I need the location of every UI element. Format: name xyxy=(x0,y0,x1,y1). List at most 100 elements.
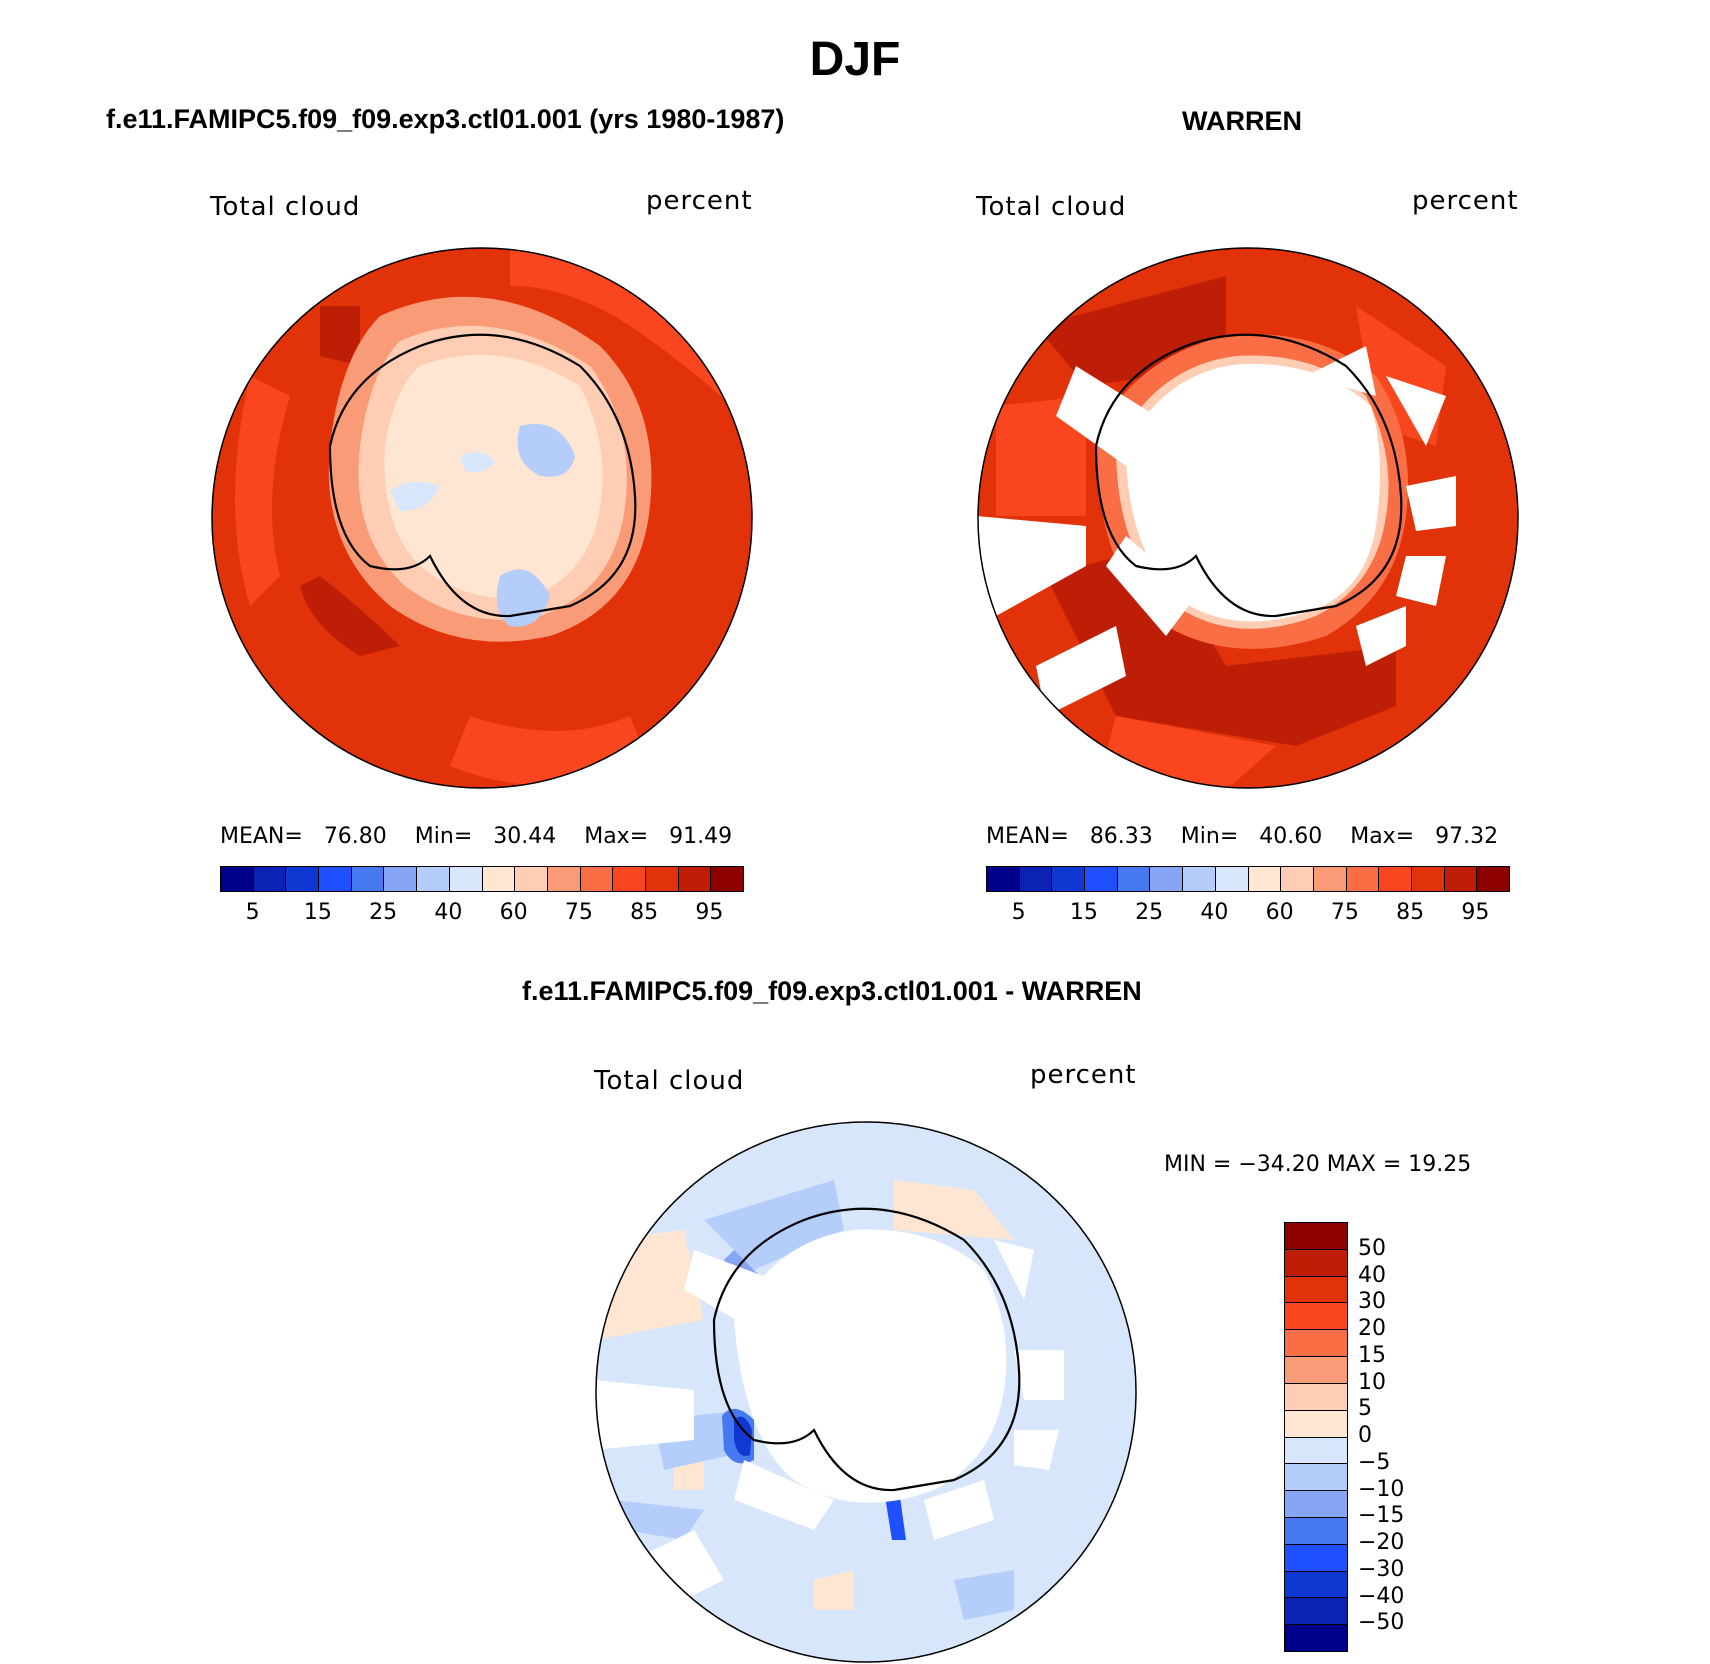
panel1-mean-value: 76.80 xyxy=(323,824,387,849)
colorbar-swatch xyxy=(1477,867,1509,891)
colorbar-swatch xyxy=(1285,1571,1347,1599)
colorbar-tick-label: −30 xyxy=(1358,1556,1405,1582)
panel2-case-title: WARREN xyxy=(1182,106,1302,136)
colorbar-tick-label: 60 xyxy=(1265,900,1294,925)
colorbar-swatch xyxy=(449,867,483,891)
colorbar-swatch xyxy=(1444,867,1478,891)
panel1-min-value: 30.44 xyxy=(493,824,557,849)
colorbar-swatch xyxy=(1117,867,1151,891)
panel2-polar-map xyxy=(977,247,1519,789)
colorbar-swatch xyxy=(1052,867,1086,891)
panel1-variable-label: Total cloud xyxy=(210,192,361,222)
colorbar-swatch xyxy=(351,867,385,891)
panel1-min-label: Min= xyxy=(414,824,473,849)
colorbar-swatch xyxy=(1183,867,1216,891)
colorbar-swatch xyxy=(319,867,352,891)
colorbar-tick-label: 50 xyxy=(1358,1235,1386,1261)
colorbar-tick-label: 30 xyxy=(1358,1289,1386,1315)
colorbar-swatch xyxy=(1285,1437,1347,1465)
panel2-mean-label: MEAN= xyxy=(986,824,1069,849)
colorbar-swatch xyxy=(1411,867,1445,891)
colorbar-tick-label: −5 xyxy=(1358,1449,1391,1475)
colorbar-tick-label: 15 xyxy=(1358,1342,1386,1368)
panel2-mean-value: 86.33 xyxy=(1089,824,1153,849)
colorbar-swatch xyxy=(1379,867,1412,891)
colorbar-swatch xyxy=(1285,1383,1347,1411)
colorbar-swatch xyxy=(1085,867,1118,891)
panel2-stats: MEAN= 86.33 Min= 40.60 Max= 97.32 xyxy=(986,824,1498,849)
figure-title: DJF xyxy=(809,33,901,86)
colorbar-swatch xyxy=(645,867,679,891)
colorbar-swatch xyxy=(1285,1544,1347,1572)
panel2-min-label: Min= xyxy=(1180,824,1239,849)
colorbar-swatch xyxy=(1215,867,1249,891)
colorbar-tick-label: 75 xyxy=(564,900,593,925)
panel3-case-title: f.e11.FAMIPC5.f09_f09.exp3.ctl01.001 - W… xyxy=(522,976,1142,1006)
colorbar-tick-label: 60 xyxy=(499,900,528,925)
panel1-colorbar-labels: 5 15 25 40 60 75 85 95 xyxy=(220,900,742,930)
colorbar-tick-label: 85 xyxy=(1396,900,1425,925)
colorbar-swatch xyxy=(1285,1410,1347,1438)
panel3-colorbar-labels: 50 40 30 20 15 10 5 0 −5 −10 −15 −20 −30 −40 −50 xyxy=(1358,1222,1438,1650)
colorbar-swatch xyxy=(1285,1303,1347,1331)
colorbar-tick-label: 15 xyxy=(1069,900,1098,925)
panel3-variable-label: Total cloud xyxy=(594,1066,745,1096)
panel1-mean-label: MEAN= xyxy=(220,824,303,849)
colorbar-swatch xyxy=(678,867,712,891)
colorbar-tick-label: −10 xyxy=(1358,1476,1405,1502)
panel3-minmax: MIN = −34.20 MAX = 19.25 xyxy=(1164,1152,1472,1177)
colorbar-tick-label: −15 xyxy=(1358,1503,1405,1529)
colorbar-swatch xyxy=(1313,867,1347,891)
panel2-min-value: 40.60 xyxy=(1259,824,1323,849)
panel1-stats: MEAN= 76.80 Min= 30.44 Max= 91.49 xyxy=(220,824,732,849)
colorbar-swatch xyxy=(1285,1357,1347,1384)
panel2-variable-label: Total cloud xyxy=(976,192,1127,222)
colorbar-swatch xyxy=(1285,1330,1347,1358)
colorbar-swatch xyxy=(613,867,646,891)
panel1-case-title: f.e11.FAMIPC5.f09_f09.exp3.ctl01.001 (yr… xyxy=(106,104,785,134)
colorbar-swatch xyxy=(1248,867,1282,891)
colorbar-swatch xyxy=(1285,1625,1347,1651)
panel3-colorbar xyxy=(1284,1222,1348,1652)
panel2-max-label: Max= xyxy=(1350,824,1415,849)
colorbar-tick-label: 20 xyxy=(1358,1316,1386,1341)
colorbar-swatch xyxy=(1285,1517,1347,1545)
colorbar-tick-label: 40 xyxy=(1358,1262,1386,1288)
panel2-colorbar-labels: 5 15 25 40 60 75 85 95 xyxy=(986,900,1508,930)
panel2-units-label: percent xyxy=(1412,186,1519,216)
panel3-polar-map xyxy=(595,1121,1137,1663)
colorbar-swatch xyxy=(1285,1491,1347,1518)
colorbar-swatch xyxy=(1285,1249,1347,1277)
panel1-max-value: 91.49 xyxy=(669,824,733,849)
colorbar-swatch xyxy=(711,867,743,891)
colorbar-swatch xyxy=(580,867,614,891)
colorbar-tick-label: 75 xyxy=(1330,900,1359,925)
colorbar-swatch xyxy=(384,867,418,891)
colorbar-swatch xyxy=(1150,867,1184,891)
colorbar-swatch xyxy=(1285,1223,1347,1250)
colorbar-swatch xyxy=(1285,1598,1347,1626)
panel1-polar-map xyxy=(211,247,753,789)
colorbar-tick-label: 85 xyxy=(630,900,659,925)
colorbar-tick-label: 5 xyxy=(1358,1396,1372,1422)
panel1-units-label: percent xyxy=(646,186,753,216)
panel2-max-value: 97.32 xyxy=(1435,824,1499,849)
colorbar-tick-label: 40 xyxy=(434,900,463,925)
colorbar-tick-label: −20 xyxy=(1358,1530,1405,1555)
colorbar-tick-label: −40 xyxy=(1358,1583,1405,1609)
colorbar-swatch xyxy=(286,867,320,891)
colorbar-swatch xyxy=(1285,1464,1347,1492)
colorbar-swatch xyxy=(1346,867,1380,891)
colorbar-swatch xyxy=(987,867,1020,891)
colorbar-swatch xyxy=(221,867,254,891)
colorbar-tick-label: 25 xyxy=(1135,900,1164,925)
colorbar-swatch xyxy=(1281,867,1314,891)
colorbar-tick-label: 0 xyxy=(1358,1423,1372,1448)
colorbar-tick-label: 95 xyxy=(1461,900,1490,925)
colorbar-swatch xyxy=(1285,1276,1347,1304)
colorbar-swatch xyxy=(417,867,450,891)
colorbar-tick-label: 5 xyxy=(1011,900,1026,925)
colorbar-tick-label: −50 xyxy=(1358,1610,1405,1636)
panel2-colorbar xyxy=(986,866,1510,892)
colorbar-tick-label: 10 xyxy=(1358,1369,1386,1395)
